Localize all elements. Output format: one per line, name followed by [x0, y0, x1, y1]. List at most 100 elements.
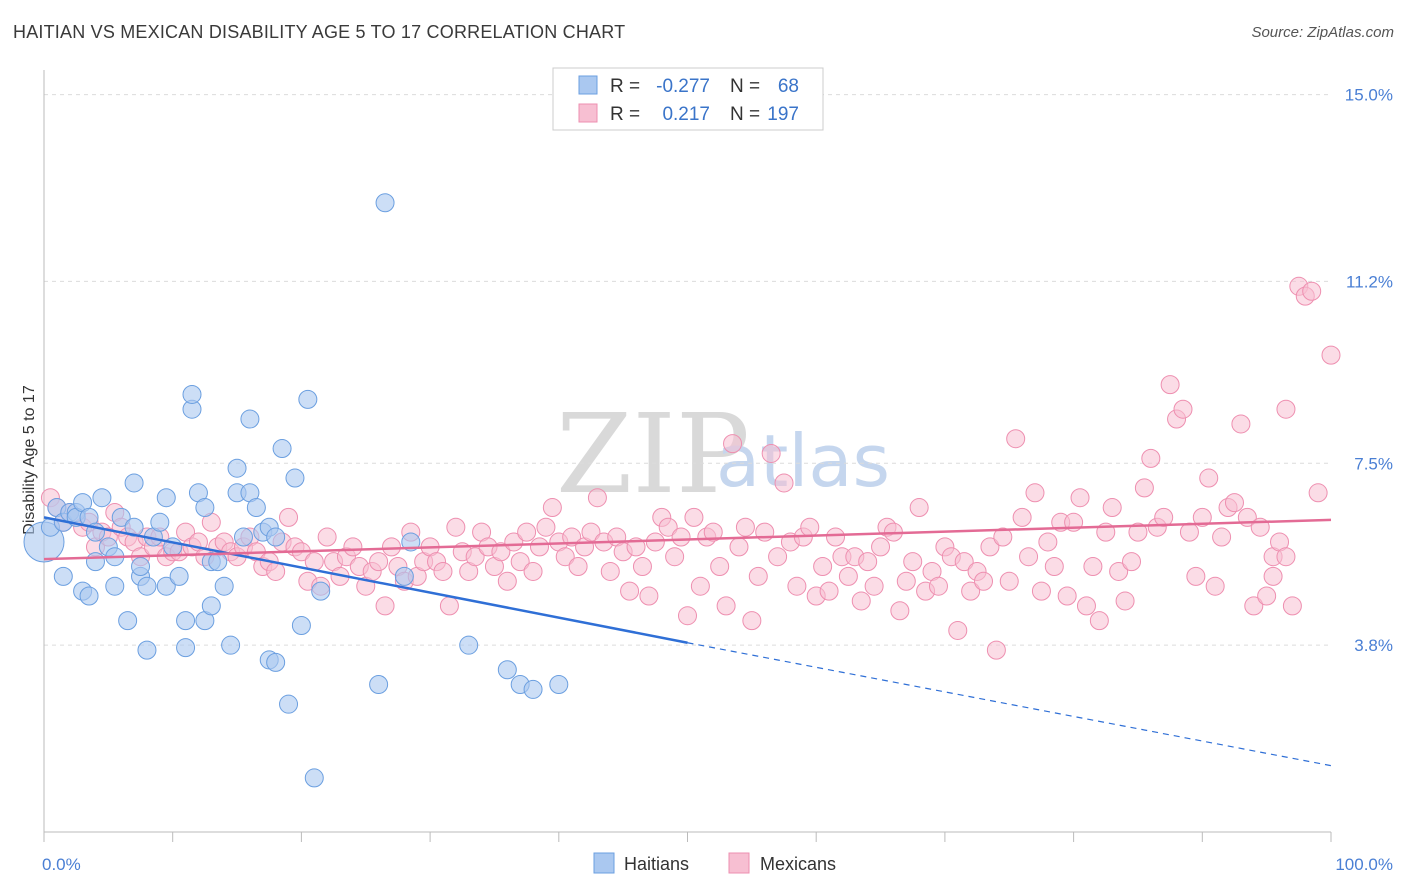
- mexicans-point: [1199, 468, 1219, 488]
- mexicans-point: [1186, 566, 1206, 586]
- haitians-point: [497, 660, 517, 680]
- haitians-point: [233, 527, 253, 547]
- mexicans-point: [813, 557, 833, 577]
- stats-box: R = -0.277 N = 68 R = 0.217 N = 197: [552, 67, 824, 131]
- mexicans-point: [774, 473, 794, 493]
- mexicans-point: [1276, 399, 1296, 419]
- mexicans-trend-line: [43, 518, 1332, 561]
- haitians-point: [150, 512, 170, 532]
- haitians-point: [53, 566, 73, 586]
- mexicans-point: [948, 620, 968, 640]
- mexicans-point: [1244, 596, 1264, 616]
- haitians-point: [375, 193, 395, 213]
- mexicans-point: [1134, 478, 1154, 498]
- mexicans-point: [710, 557, 730, 577]
- mexicans-point: [1006, 429, 1026, 449]
- legend-swatch-haitians[interactable]: [593, 852, 615, 874]
- mexicans-point: [1205, 576, 1225, 596]
- stats-swatch-mexicans: [578, 103, 598, 123]
- mexicans-point: [986, 640, 1006, 660]
- haitians-point: [311, 581, 331, 601]
- mexicans-point: [375, 596, 395, 616]
- mexicans-point: [819, 581, 839, 601]
- haitians-point: [401, 532, 421, 552]
- mexicans-point: [684, 507, 704, 527]
- mexicans-point: [446, 517, 466, 537]
- haitians-point: [304, 768, 324, 788]
- mexicans-point: [555, 547, 575, 567]
- y-tick-label: 15.0%: [1345, 86, 1393, 105]
- haitians-point: [394, 566, 414, 586]
- mexicans-point: [678, 606, 697, 626]
- stats-mexicans-n: 197: [767, 104, 799, 125]
- haitians-point: [156, 488, 176, 508]
- haitians-point: [182, 384, 202, 404]
- legend-label-haitians[interactable]: Haitians: [624, 854, 689, 874]
- mexicans-point: [858, 552, 878, 572]
- mexicans-point: [369, 552, 389, 572]
- mexicans-point: [517, 522, 537, 542]
- mexicans-point: [279, 507, 299, 527]
- mexicans-point: [266, 561, 286, 581]
- mexicans-point: [587, 488, 607, 508]
- mexicans-point: [1122, 552, 1142, 572]
- haitians-point: [459, 635, 479, 655]
- mexicans-point: [871, 537, 891, 557]
- mexicans-point: [1263, 566, 1283, 586]
- haitians-point: [246, 498, 266, 518]
- mexicans-point: [980, 537, 1000, 557]
- stats-r-label: R =: [610, 104, 640, 125]
- haitians-point: [118, 611, 138, 631]
- mexicans-point: [851, 591, 871, 611]
- haitians-point: [176, 638, 196, 658]
- mexicans-point: [1257, 586, 1277, 606]
- haitians-point: [201, 596, 221, 616]
- legend-label-mexicans[interactable]: Mexicans: [760, 854, 836, 874]
- mexicans-point: [1044, 557, 1064, 577]
- mexicans-point: [1109, 561, 1129, 581]
- mexicans-point: [542, 498, 562, 518]
- mexicans-point: [639, 586, 659, 606]
- mexicans-point: [999, 571, 1019, 591]
- haitians-point: [79, 586, 99, 606]
- haitians-point: [214, 576, 234, 596]
- stats-n-label: N =: [730, 76, 760, 97]
- mexicans-point: [1179, 522, 1199, 542]
- mexicans-point: [1224, 493, 1244, 513]
- mexicans-point: [1308, 483, 1328, 503]
- mexicans-point: [729, 537, 749, 557]
- mexicans-point: [658, 517, 678, 537]
- haitians-point: [266, 527, 286, 547]
- mexicans-point: [787, 576, 807, 596]
- haitians-point: [169, 566, 189, 586]
- mexicans-point: [665, 547, 685, 567]
- mexicans-point: [896, 571, 916, 591]
- mexicans-point: [581, 522, 601, 542]
- mexicans-point: [491, 542, 511, 562]
- mexicans-point: [703, 522, 723, 542]
- x-tick-label: 0.0%: [42, 855, 81, 874]
- x-ticks: [43, 832, 1332, 842]
- mexicans-point: [1173, 399, 1193, 419]
- y-tick-label: 3.8%: [1354, 636, 1393, 655]
- mexicans-point: [1128, 522, 1148, 542]
- mexicans-point: [1089, 611, 1109, 631]
- mexicans-point: [562, 527, 582, 547]
- mexicans-point: [761, 443, 781, 463]
- mexicans-point: [716, 596, 736, 616]
- mexicans-point: [742, 611, 762, 631]
- haitians-trend-line: [43, 516, 688, 644]
- mexicans-point: [568, 557, 588, 577]
- mexicans-point: [1141, 448, 1161, 468]
- mexicans-point: [1012, 507, 1032, 527]
- mexicans-point: [529, 537, 549, 557]
- watermark-atlas: atlas: [716, 419, 890, 503]
- haitians-point: [124, 473, 144, 493]
- y-axis-label: Disability Age 5 to 17: [21, 385, 38, 535]
- mexicans-point: [433, 561, 453, 581]
- mexicans-point: [723, 434, 743, 454]
- legend-swatch-mexicans[interactable]: [728, 852, 750, 874]
- y-tick-label: 7.5%: [1354, 454, 1393, 473]
- mexicans-point: [954, 552, 974, 572]
